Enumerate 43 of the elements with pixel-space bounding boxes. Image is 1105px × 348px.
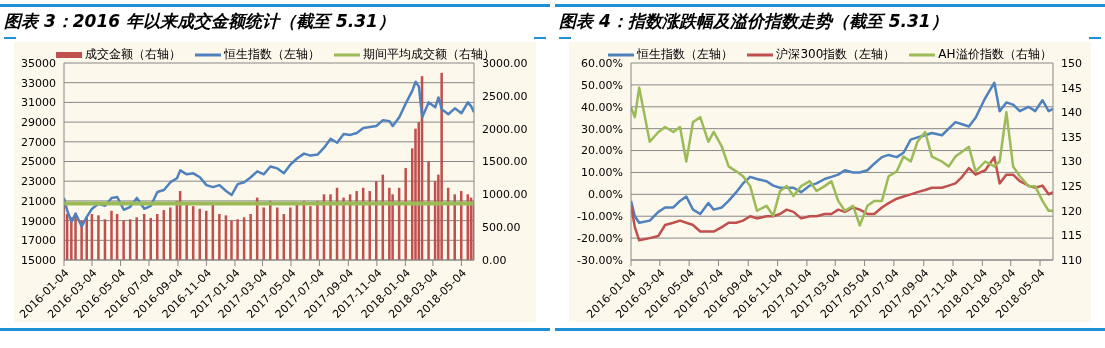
legend-label: 恒生指数（左轴） [223, 46, 320, 63]
y2-tick-label: 115 [1061, 229, 1082, 243]
y-tick-label: -30.00% [577, 253, 623, 267]
y-tick-label: 19000 [21, 214, 56, 228]
y-tick-label: 27000 [21, 135, 56, 149]
y-tick-label: 33000 [21, 76, 56, 90]
y-tick-label: 50.00% [581, 78, 623, 92]
legend-label: 恒生指数（左轴） [637, 46, 734, 63]
y2-tick-label: 135 [1061, 130, 1082, 144]
y-tick-label: 25000 [21, 155, 56, 169]
y2-tick-label: 1000.00 [482, 188, 528, 202]
y-tick-label: 17000 [21, 234, 56, 248]
legend-label: 沪深300指数（左轴） [776, 46, 896, 63]
y-tick-label: 31000 [21, 96, 56, 110]
y2-tick-label: 145 [1061, 81, 1082, 95]
y-tick-label: 21000 [21, 194, 56, 208]
chart-title: 图表 4：指数涨跌幅及溢价指数走势（截至 5.31） [559, 10, 948, 33]
y-tick-label: 15000 [21, 253, 56, 267]
y-tick-label: -10.00% [577, 210, 623, 224]
y-tick-label: 23000 [21, 175, 56, 189]
y2-tick-label: 2000.00 [482, 122, 528, 136]
y-tick-label: 0.00% [588, 188, 623, 202]
y-tick-label: 35000 [21, 56, 56, 70]
y-tick-label: 40.00% [581, 100, 623, 114]
y2-tick-label: 140 [1061, 106, 1082, 120]
y-tick-label: 30.00% [581, 122, 623, 136]
y2-tick-label: 110 [1061, 253, 1082, 267]
y2-tick-label: 1500.00 [482, 155, 528, 169]
y2-tick-label: 2500.00 [482, 89, 528, 103]
y2-tick-label: 150 [1061, 56, 1082, 70]
y-tick-label: -20.00% [577, 232, 623, 246]
y-tick-label: 20.00% [581, 144, 623, 158]
y-tick-label: 29000 [21, 116, 56, 130]
y2-tick-label: 130 [1061, 155, 1082, 169]
y2-tick-label: 0.00 [482, 253, 507, 267]
y2-tick-label: 500.00 [482, 221, 521, 235]
legend-label: AH溢价指数（右轴） [938, 46, 1052, 63]
legend-label: 成交金额（右轴） [84, 46, 181, 63]
chart-title: 图表 3：2016 年以来成交金额统计（截至 5.31） [4, 10, 395, 33]
y2-tick-label: 125 [1061, 180, 1082, 194]
y2-tick-label: 120 [1061, 204, 1082, 218]
y-tick-label: 10.00% [581, 166, 623, 180]
y-tick-label: 60.00% [581, 56, 623, 70]
